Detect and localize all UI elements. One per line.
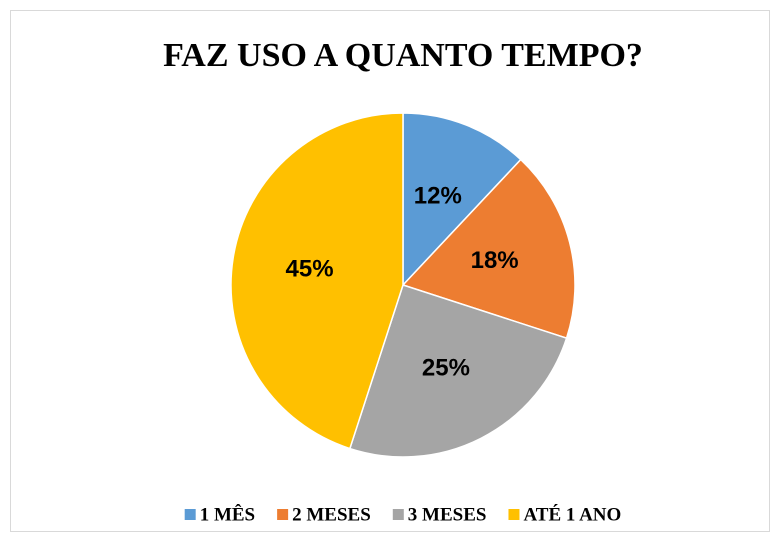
- chart-title: FAZ USO A QUANTO TEMPO?: [163, 37, 643, 74]
- legend-label: 2 MESES: [292, 504, 371, 525]
- legend-swatch: [508, 509, 520, 520]
- data-label: 12%: [414, 182, 462, 209]
- pie-slice: [401, 158, 576, 340]
- pie-slice: [230, 112, 404, 450]
- legend-label: 3 MESES: [408, 504, 487, 525]
- data-label: 18%: [471, 247, 519, 274]
- legend-label: ATÉ 1 ANO: [523, 503, 621, 525]
- legend-label: 1 MÊS: [200, 503, 255, 525]
- legend-swatch: [184, 509, 196, 520]
- data-label: 45%: [286, 256, 334, 283]
- pie-slice: [402, 112, 522, 287]
- pie-slice: [348, 284, 568, 458]
- legend-swatch: [277, 509, 289, 520]
- data-label: 25%: [422, 355, 470, 382]
- legend-swatch: [392, 509, 404, 520]
